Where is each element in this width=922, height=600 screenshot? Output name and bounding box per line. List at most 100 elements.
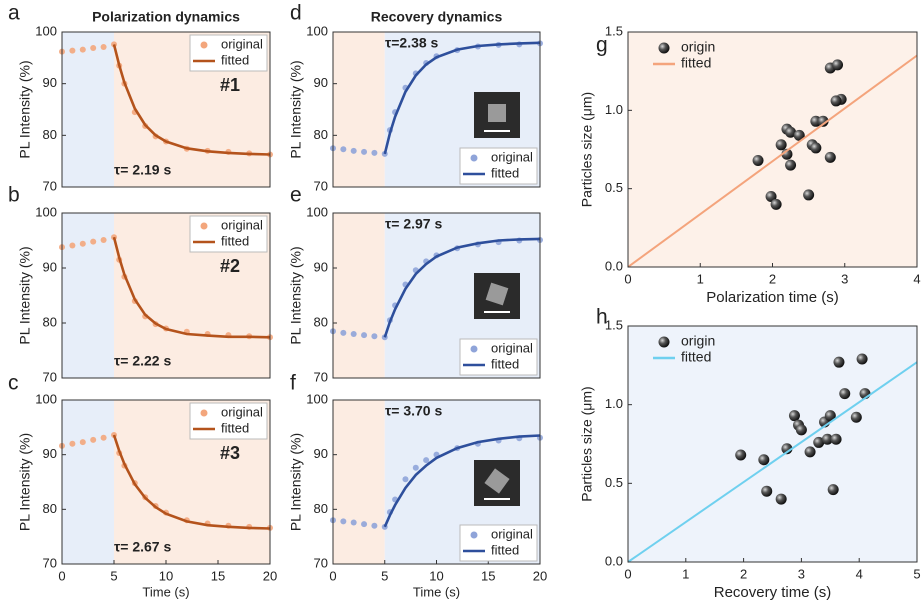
tau-label: τ=2.38 s — [385, 35, 439, 51]
panel: 70 80 90 100 0 5 10 15 20 PL Intensity (%) Time (s… — [8, 372, 277, 600]
tau-label: τ= 2.97 s — [385, 216, 442, 232]
legend-symbol — [470, 154, 478, 162]
y-tick-label: 80 — [43, 501, 57, 516]
data-point — [350, 331, 357, 337]
data-point — [761, 485, 773, 497]
y-tick-label: 80 — [314, 314, 328, 329]
y-tick-label: 1.0 — [605, 396, 623, 411]
legend-label: fitted — [681, 349, 711, 365]
panel-letter: b — [8, 184, 20, 207]
y-tick-label: 0.5 — [605, 475, 623, 490]
sample-label: #1 — [220, 75, 240, 95]
shaded-region — [62, 213, 114, 378]
fit-line — [112, 236, 271, 339]
panel-title: Recovery dynamics — [371, 9, 503, 25]
panel: 70 80 90 100 PL Intensity (%) e τ= 2.97 s origi… — [288, 184, 543, 384]
data-point — [827, 484, 839, 496]
y-tick-label: 100 — [306, 204, 328, 219]
data-point — [785, 159, 797, 171]
legend-symbol — [200, 222, 208, 230]
data-point — [788, 410, 800, 422]
fit-line — [112, 44, 271, 156]
legend-box — [189, 215, 268, 253]
x-tick-label: 15 — [481, 568, 495, 583]
plot-background — [628, 326, 917, 562]
y-tick-label: 90 — [314, 75, 328, 90]
data-point — [100, 43, 107, 50]
data-point — [839, 388, 851, 400]
y-tick-label: 100 — [35, 204, 57, 219]
fit-line — [383, 237, 541, 338]
data-point — [79, 240, 86, 247]
legend-label: origin — [681, 39, 715, 55]
x-tick-label: 0 — [58, 568, 65, 583]
y-tick-label: 90 — [43, 259, 57, 274]
y-tick-label: 80 — [314, 127, 328, 142]
plot-frame — [61, 212, 271, 379]
data-point — [340, 518, 347, 525]
inset-particle — [485, 282, 509, 306]
tau-label: τ= 2.22 s — [114, 353, 171, 369]
legend-label: origin — [681, 333, 715, 349]
panel: 0.0 0.5 1.0 1.5 0 1 2 3 4 Particles size (μm) Pola… — [579, 23, 921, 306]
y-tick-label: 70 — [43, 555, 57, 570]
x-tick-label: 20 — [263, 568, 277, 583]
y-axis-label: Particles size (μm) — [579, 92, 595, 207]
legend-label: original — [491, 149, 533, 164]
data-point — [361, 148, 368, 155]
fit-line — [627, 54, 918, 268]
y-tick-label: 70 — [314, 369, 328, 384]
sample-label: #3 — [220, 443, 240, 463]
shaded-region — [62, 32, 114, 187]
y-tick-label: 90 — [43, 446, 57, 461]
plot-background — [628, 32, 917, 267]
y-tick-label: 100 — [35, 391, 57, 406]
y-tick-label: 0.5 — [605, 180, 623, 195]
x-axis-label: Time (s) — [413, 584, 460, 599]
y-axis-label: Particles size (μm) — [579, 386, 595, 501]
legend-label: original — [221, 217, 263, 232]
x-tick-label: 20 — [533, 568, 547, 583]
data-point — [775, 139, 787, 151]
y-tick-label: 1.5 — [605, 23, 623, 38]
shaded-region — [333, 400, 385, 564]
data-point — [833, 356, 845, 368]
data-point — [340, 329, 347, 336]
data-point — [804, 446, 816, 458]
legend-symbol — [658, 336, 670, 348]
data-point — [775, 493, 787, 505]
legend-symbol — [200, 41, 208, 49]
legend-label: original — [491, 526, 533, 541]
data-point — [770, 198, 782, 210]
data-point — [824, 410, 836, 422]
y-tick-label: 90 — [314, 259, 328, 274]
data-point — [90, 238, 97, 245]
data-point — [340, 146, 347, 153]
x-tick-label: 5 — [110, 568, 117, 583]
data-point — [402, 476, 409, 483]
data-point — [856, 353, 868, 365]
y-axis-label: PL Intensity (%) — [17, 433, 33, 531]
y-tick-label: 70 — [43, 369, 57, 384]
x-tick-label: 15 — [211, 568, 225, 583]
y-tick-label: 90 — [43, 75, 57, 90]
legend-label: original — [221, 404, 263, 419]
plot-frame — [627, 325, 918, 563]
y-tick-label: 0.0 — [605, 553, 623, 568]
legend-box — [459, 338, 538, 376]
data-point — [371, 149, 378, 156]
legend-box — [459, 524, 538, 562]
x-axis-label: Time (s) — [142, 584, 189, 599]
shaded-region — [333, 213, 385, 378]
data-point — [824, 151, 836, 163]
data-point — [765, 191, 777, 202]
y-tick-label: 80 — [43, 127, 57, 142]
fit-line — [112, 434, 271, 530]
y-axis-label: PL Intensity (%) — [17, 60, 33, 158]
legend-label: original — [491, 340, 533, 355]
x-tick-label: 0 — [624, 566, 631, 581]
panel: 70 80 90 100 PL Intensity (%) d Recovery dynam… — [288, 2, 543, 193]
legend-label: original — [221, 36, 263, 51]
